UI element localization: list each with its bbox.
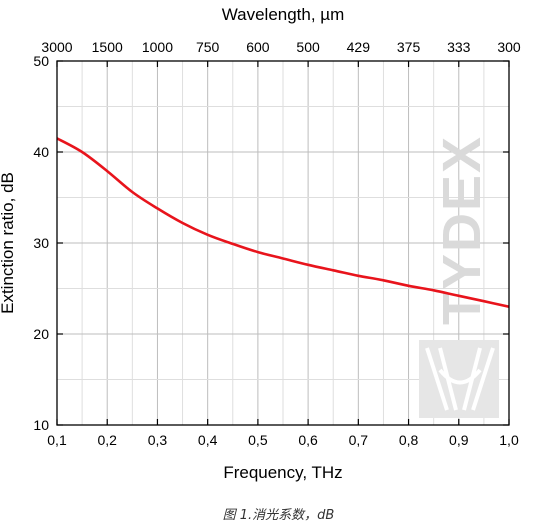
top-tick-label: 750 [196, 39, 220, 55]
x-tick-label: 0,1 [47, 432, 67, 448]
x-axis-label: Frequency, THz [223, 463, 342, 482]
y-tick-label: 30 [33, 235, 49, 251]
x-tick-label: 0,8 [399, 432, 419, 448]
x-tick-label: 0,2 [97, 432, 117, 448]
x-tick-label: 0,3 [148, 432, 168, 448]
top-tick-label: 500 [296, 39, 320, 55]
x-tick-label: 0,5 [248, 432, 268, 448]
axis-ticks [56, 60, 510, 426]
top-tick-label: 429 [347, 39, 371, 55]
y-tick-label: 40 [33, 144, 49, 160]
x-tick-label: 0,7 [349, 432, 369, 448]
y-tick-label: 50 [33, 53, 49, 69]
watermark-logo-mark [425, 347, 495, 411]
top-tick-label: 3000 [41, 39, 72, 55]
axis-tick-labels: 0,1 0,2 0,3 0,4 0,5 0,6 0,7 0,8 0,9 1,0 3000 1500 10… [33, 39, 520, 448]
figure-caption: 图 1.消光系数，dB [222, 508, 335, 523]
extinction-ratio-chart: TYDEX 0,1 0,2 0,3 0,4 0,5 0,6 0,7 0,8 0,9 1,0 3000… [0, 5, 521, 482]
x-tick-label: 1,0 [499, 432, 519, 448]
x-tick-label: 0,4 [198, 432, 218, 448]
top-tick-label: 375 [397, 39, 421, 55]
y-tick-label: 10 [33, 417, 49, 433]
y-axis-label: Extinction ratio, dB [0, 172, 17, 314]
series-line-0 [56, 137, 510, 308]
tydex-watermark: TYDEX [419, 135, 499, 418]
top-tick-label: 1500 [92, 39, 123, 55]
y-tick-label: 20 [33, 326, 49, 342]
top-tick-label: 333 [447, 39, 471, 55]
top-tick-label: 1000 [142, 39, 173, 55]
series-layer [56, 137, 510, 308]
x-tick-label: 0,9 [449, 432, 469, 448]
top-tick-label: 300 [497, 39, 521, 55]
top-tick-label: 600 [246, 39, 270, 55]
x-tick-label: 0,6 [298, 432, 318, 448]
top-axis-label: Wavelength, µm [222, 5, 345, 24]
watermark-logo [419, 340, 499, 418]
